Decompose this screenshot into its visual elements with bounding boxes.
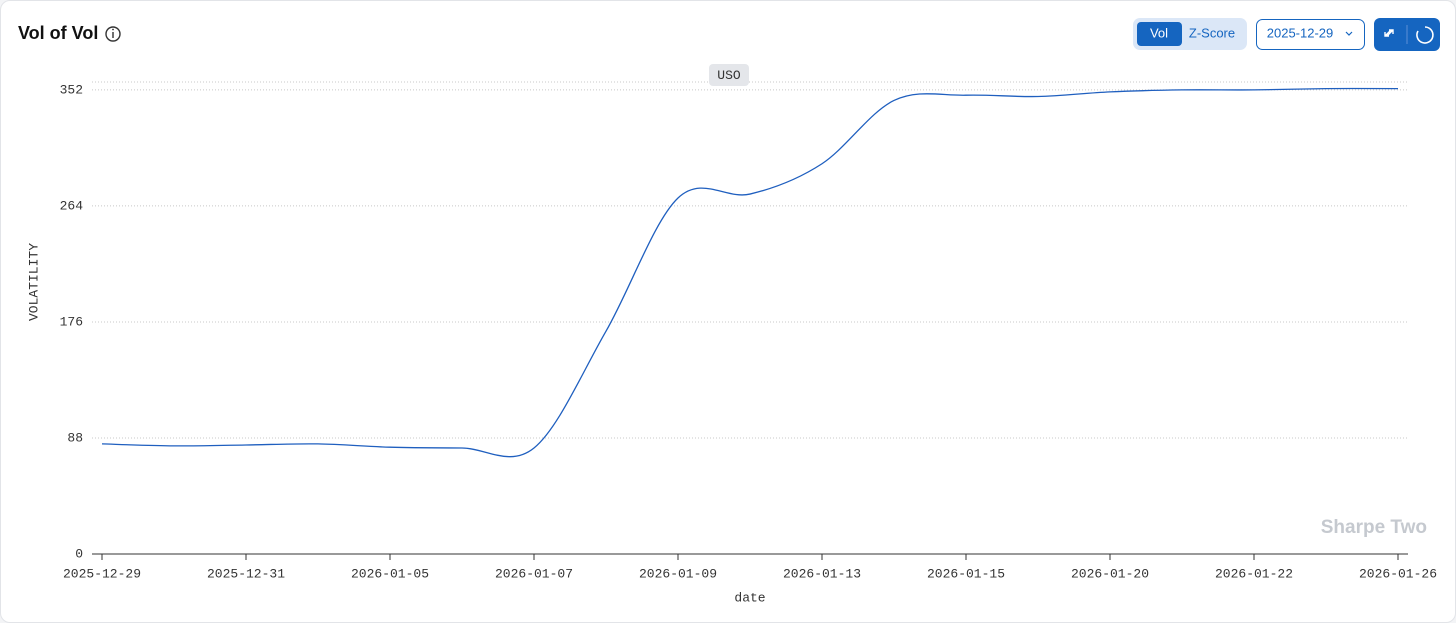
legend-label: USO [717,68,741,83]
x-tick-label: 2025-12-29 [63,566,141,581]
x-axis-label: date [734,590,765,605]
series-line [101,87,1399,458]
toggle-vol[interactable]: Vol [1150,25,1168,40]
y-tick-label: 0 [75,546,83,561]
x-tick-label: 2026-01-20 [1071,566,1149,581]
x-tick-label: 2026-01-15 [927,566,1005,581]
y-tick-label: 176 [60,314,83,329]
x-tick-label: 2026-01-09 [639,566,717,581]
watermark: Sharpe Two [1321,517,1427,538]
refresh-icon[interactable] [1416,26,1434,44]
y-tick-label: 264 [60,198,84,213]
y-axis-label: VOLATILITY [26,243,41,321]
x-tick-label: 2026-01-13 [783,566,861,581]
date-picker[interactable] [1256,19,1365,50]
x-tick-label: 2026-01-22 [1215,566,1293,581]
toggle-active[interactable] [1137,22,1182,46]
toggle-zscore[interactable]: Z-Score [1189,25,1235,40]
collapse-icon[interactable] [1384,29,1394,37]
title: Vol of Vol [18,23,98,43]
x-tick-label: 2025-12-31 [207,566,285,581]
info-icon[interactable] [105,26,121,42]
chevron [1345,31,1353,36]
y-tick-label: 352 [60,82,83,97]
x-tick-label: 2026-01-07 [495,566,573,581]
legend-badge [709,64,749,86]
date-picker-text: 2025-12-29 [1267,25,1334,40]
x-tick-label: 2026-01-05 [351,566,429,581]
y-tick-label: 88 [67,430,83,445]
x-tick-label: 2026-01-26 [1359,566,1437,581]
